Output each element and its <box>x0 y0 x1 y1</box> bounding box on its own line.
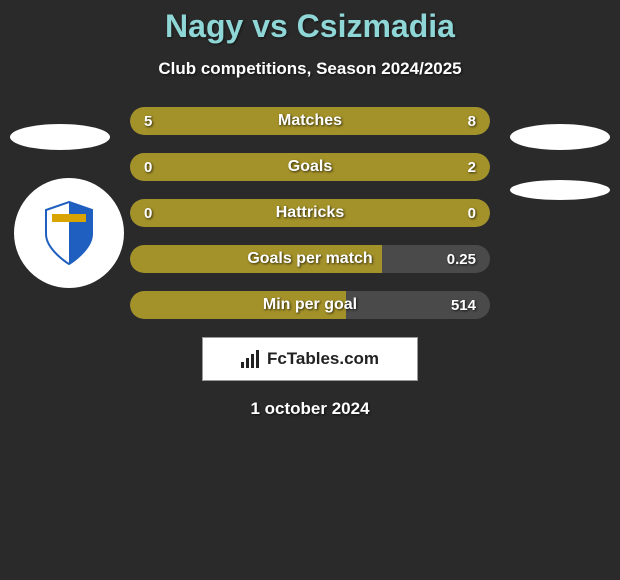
bar-hattricks-left-value: 0 <box>144 199 152 227</box>
date-line: 1 october 2024 <box>0 399 620 419</box>
comparison-infographic: Nagy vs Csizmadia Club competitions, Sea… <box>0 0 620 580</box>
bar-goals-left-value: 0 <box>144 153 152 181</box>
bar-hattricks-right-value: 0 <box>468 199 476 227</box>
bar-mpg-right-value: 514 <box>451 291 476 319</box>
comparison-bars: 5 Matches 8 0 Goals 2 0 Hattricks 0 Goal… <box>0 107 620 319</box>
brand-text: FcTables.com <box>267 349 379 369</box>
bar-matches: 5 Matches 8 <box>130 107 490 135</box>
brand-badge: FcTables.com <box>202 337 418 381</box>
bar-matches-right-value: 8 <box>468 107 476 135</box>
page-subtitle: Club competitions, Season 2024/2025 <box>0 59 620 79</box>
bar-hattricks-fill <box>130 199 490 227</box>
bar-goals-right-fill <box>141 153 490 181</box>
bar-goals: 0 Goals 2 <box>130 153 490 181</box>
bar-gpm-left-fill <box>130 245 382 273</box>
bar-matches-right-fill <box>267 107 490 135</box>
bar-min-per-goal: Min per goal 514 <box>130 291 490 319</box>
bar-goals-per-match: Goals per match 0.25 <box>130 245 490 273</box>
bar-mpg-left-fill <box>130 291 346 319</box>
bar-chart-icon <box>241 350 261 368</box>
bar-matches-left-value: 5 <box>144 107 152 135</box>
bar-gpm-right-value: 0.25 <box>447 245 476 273</box>
bar-hattricks: 0 Hattricks 0 <box>130 199 490 227</box>
bar-goals-right-value: 2 <box>468 153 476 181</box>
page-title: Nagy vs Csizmadia <box>0 0 620 45</box>
bar-goals-left-fill <box>130 153 141 181</box>
